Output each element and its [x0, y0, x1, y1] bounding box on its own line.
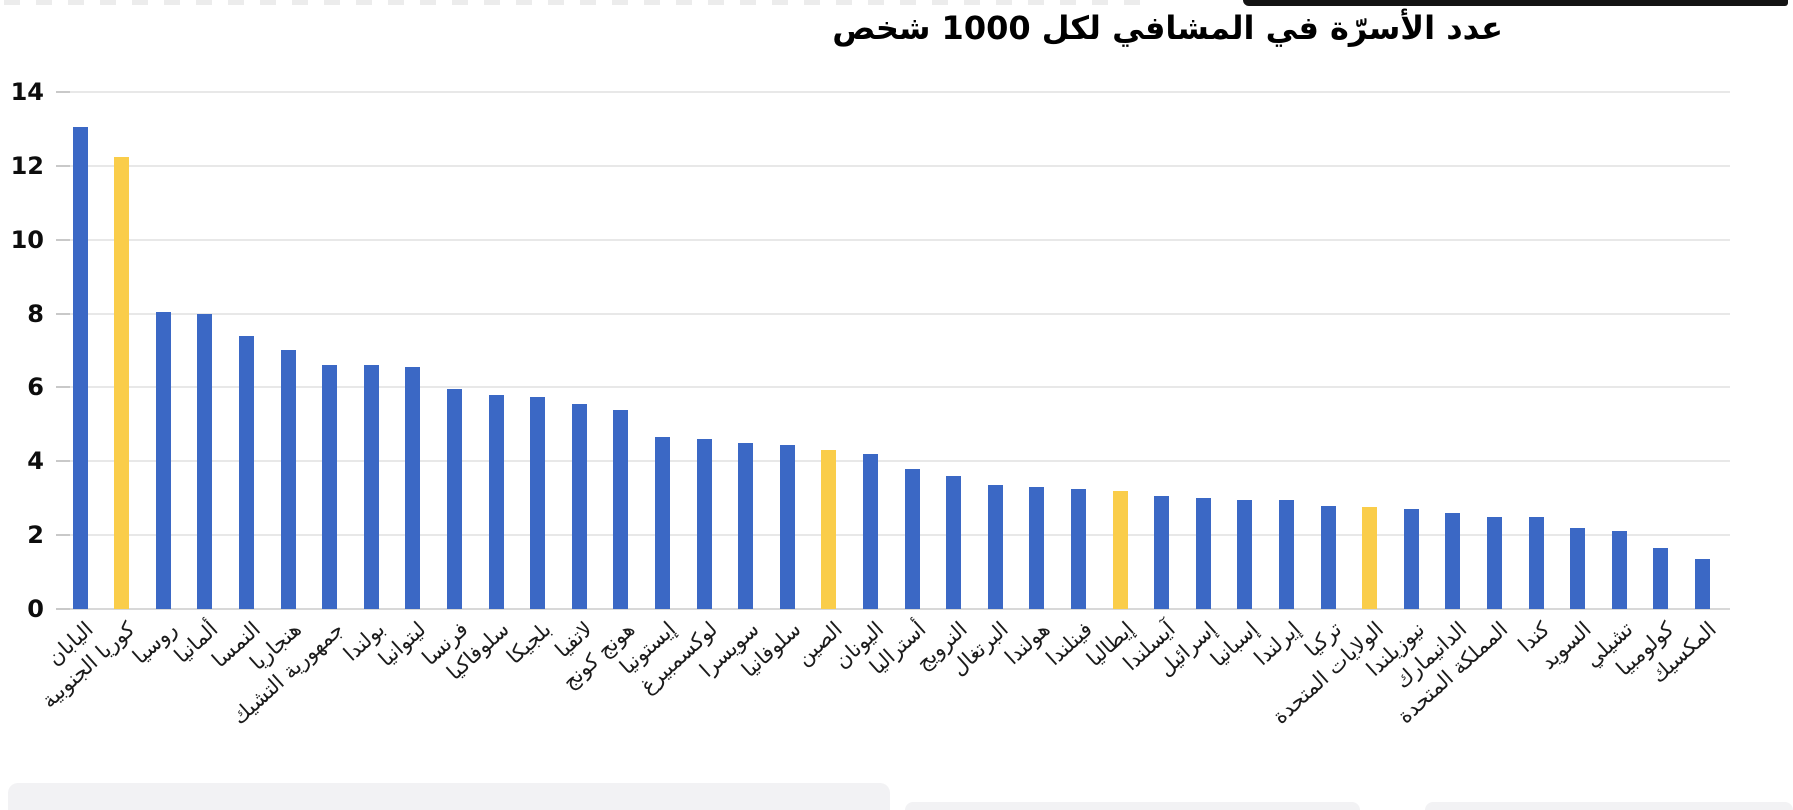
bar: [488, 394, 504, 609]
bar: [405, 367, 421, 609]
bar: [1403, 509, 1419, 609]
bar: [904, 468, 920, 609]
x-axis-baseline: [56, 608, 1730, 610]
bottom-card-edge: [1425, 802, 1793, 810]
x-axis-label-text: هولندا: [1000, 617, 1055, 670]
bar: [363, 365, 379, 609]
bar: [654, 437, 670, 609]
y-axis-tick: [56, 386, 70, 389]
y-axis-label: 14: [10, 77, 44, 106]
bar-highlighted: [114, 156, 130, 609]
bar: [238, 335, 254, 609]
bar: [1528, 516, 1544, 609]
y-axis-tick: [56, 238, 70, 241]
y-axis-label: 10: [10, 225, 44, 254]
y-axis-label: 0: [27, 595, 44, 623]
bar: [696, 439, 712, 609]
bar: [322, 365, 338, 609]
bar: [197, 313, 213, 609]
bar-highlighted: [1362, 507, 1378, 609]
gridline: [56, 460, 1730, 463]
gridline: [56, 312, 1730, 315]
y-axis-tick: [56, 608, 70, 610]
y-axis-tick: [56, 534, 70, 537]
bottom-card-edge: [905, 802, 1360, 810]
bar: [1653, 548, 1669, 609]
bar: [1029, 487, 1045, 609]
y-axis-label: 8: [27, 299, 44, 328]
chart-title: عدد الأسرّة في المشافي لكل 1000 شخص: [832, 9, 1503, 47]
bar: [72, 127, 88, 609]
y-axis-label: 12: [10, 151, 44, 180]
bar: [1570, 527, 1586, 609]
gridline: [56, 90, 1730, 93]
bottom-card-edge: [8, 783, 890, 810]
top-edge-dashed-divider: [4, 0, 1154, 5]
bar: [613, 409, 629, 609]
bar: [280, 350, 296, 609]
bar: [1154, 496, 1170, 609]
bar: [530, 396, 546, 609]
top-edge-dark-strip: [1243, 0, 1788, 6]
bar: [738, 442, 754, 609]
bar: [1070, 488, 1086, 609]
gridline: [56, 238, 1730, 241]
x-axis-label-text: فينلندا: [1041, 617, 1097, 671]
gridline: [56, 534, 1730, 537]
gridline: [56, 164, 1730, 167]
bar: [862, 453, 878, 609]
y-axis-tick: [56, 90, 70, 93]
bar: [1694, 559, 1710, 609]
x-axis-label-text: روسيا: [127, 617, 182, 669]
bar-highlighted: [821, 450, 837, 609]
bar: [1195, 498, 1211, 609]
bar: [446, 389, 462, 609]
bar: [1237, 500, 1253, 609]
bar: [1445, 512, 1461, 609]
x-axis-label-text: بلجيكا: [501, 617, 556, 669]
bar: [779, 444, 795, 609]
x-axis-label-text: ليتوانيا: [374, 617, 431, 672]
x-axis-label-text: إيرلندا: [1249, 617, 1305, 671]
bar: [155, 311, 171, 609]
y-axis-tick: [56, 460, 70, 463]
gridline: [56, 386, 1730, 389]
bar: [987, 485, 1003, 609]
bar: [1278, 500, 1294, 609]
bar: [946, 476, 962, 609]
bar: [1611, 531, 1627, 609]
y-axis-label: 2: [27, 521, 44, 550]
y-axis-label: 6: [27, 373, 44, 402]
x-axis-label-text: إسبانيا: [1206, 617, 1263, 672]
bar-highlighted: [1112, 490, 1128, 609]
bar: [1320, 505, 1336, 609]
bar: [571, 404, 587, 609]
y-axis-tick: [56, 312, 70, 315]
y-axis-tick: [56, 164, 70, 167]
bar: [1486, 516, 1502, 609]
y-axis-label: 4: [27, 447, 44, 476]
